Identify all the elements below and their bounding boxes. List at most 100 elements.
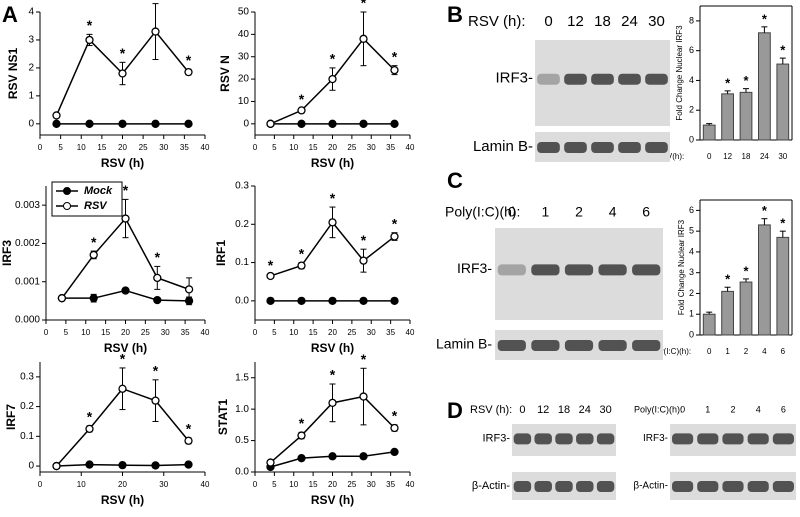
- significance: *: [392, 408, 398, 424]
- significance: *: [762, 203, 768, 218]
- x-tick-label: 25: [139, 143, 148, 152]
- blot-band: [564, 142, 587, 153]
- y-axis-label: Fold Change Nuclear IRF3: [677, 219, 686, 315]
- marker: [297, 296, 306, 306]
- bar: [739, 91, 753, 141]
- marker: [184, 436, 193, 445]
- y-tick-label: 4: [689, 246, 694, 256]
- y-tick-label: 0.0: [235, 467, 249, 478]
- y-tick-label: 40: [238, 29, 250, 40]
- lane-label: 0: [680, 404, 685, 414]
- significance: *: [725, 272, 731, 287]
- marker: [390, 447, 399, 457]
- x-tick-label: 1: [725, 347, 730, 356]
- x-tick-label: 40: [201, 143, 210, 152]
- x-tick-label: 25: [347, 480, 356, 489]
- marker: [85, 460, 94, 469]
- marker: [121, 286, 130, 295]
- y-tick-label: 0: [243, 118, 249, 129]
- x-tick-label: 35: [386, 480, 395, 489]
- y-tick-label: 3: [28, 35, 34, 46]
- blot-row-label: IRF3-: [496, 70, 534, 87]
- marker: [297, 119, 306, 128]
- blot-band: [598, 264, 627, 276]
- marker: [266, 458, 275, 467]
- x-axis-label: poly(I:C)(h):: [649, 347, 691, 356]
- x-tick-label: 5: [272, 143, 277, 152]
- error-bar: [761, 26, 768, 33]
- blot-band: [645, 73, 668, 85]
- significance: *: [743, 73, 749, 88]
- x-tick-label: 24: [760, 152, 769, 161]
- blot-band: [618, 73, 641, 85]
- blot-row-label: IRF3-: [457, 260, 492, 276]
- x-tick-label: 10: [77, 143, 86, 152]
- y-tick-label: 3: [689, 267, 694, 277]
- x-tick-label: 0: [253, 480, 258, 489]
- x-tick-label: 0: [38, 480, 43, 489]
- blot-row-label: Lamin B-: [436, 336, 492, 352]
- marker: [266, 296, 275, 306]
- error-bar: [724, 286, 731, 292]
- x-tick-label: 15: [309, 480, 318, 489]
- marker: [297, 454, 306, 463]
- x-tick-label: 25: [347, 143, 356, 152]
- x-tick-label: 5: [272, 480, 277, 489]
- lane-label: 24: [621, 13, 638, 30]
- marker: [328, 218, 337, 227]
- y-tick-label: 0.002: [15, 238, 40, 249]
- legend-box: [51, 181, 123, 217]
- panel-label: C: [447, 168, 463, 193]
- x-axis-label: RSV (h): [311, 493, 354, 507]
- y-tick-label: 2: [689, 288, 694, 298]
- blot-band: [596, 433, 615, 445]
- significance: *: [153, 363, 159, 379]
- lane-label: 6: [781, 404, 786, 414]
- x-tick-label: 35: [180, 143, 189, 152]
- x-tick-label: 0: [707, 347, 712, 356]
- y-tick-label: 1: [28, 91, 34, 102]
- significance: *: [186, 52, 192, 68]
- marker: [359, 452, 368, 461]
- lane-label: 4: [609, 204, 617, 220]
- blot-band: [591, 73, 614, 85]
- x-tick-label: 35: [386, 328, 395, 337]
- y-tick-label: 0.1: [235, 257, 249, 268]
- blot-row-label: IRF3-: [483, 432, 511, 444]
- significance: *: [361, 232, 367, 248]
- blot-band: [722, 433, 744, 445]
- x-tick-label: 6: [781, 347, 786, 356]
- blot-band: [722, 481, 744, 492]
- x-tick-label: 5: [64, 328, 69, 337]
- x-tick-label: 30: [367, 143, 376, 152]
- legend-label: Mock: [84, 185, 113, 197]
- marker: [390, 65, 399, 75]
- y-tick-label: 6: [689, 205, 694, 215]
- y-axis-label: IRF7: [4, 404, 18, 430]
- y-axis-label: IRF3: [0, 240, 14, 266]
- lane-label: 18: [558, 404, 570, 416]
- y-tick-label: 0.000: [15, 315, 40, 326]
- marker: [118, 119, 127, 128]
- x-tick-label: 35: [181, 328, 190, 337]
- x-tick-label: 40: [406, 328, 415, 337]
- blot-band: [576, 481, 594, 492]
- x-tick-label: 20: [328, 328, 337, 337]
- significance: *: [330, 190, 336, 206]
- bar: [702, 124, 716, 141]
- bar: [721, 93, 734, 141]
- bar: [721, 290, 734, 336]
- blot-band: [513, 481, 532, 492]
- marker: [89, 294, 98, 303]
- blot-band: [531, 264, 560, 276]
- marker: [359, 296, 368, 306]
- x-tick-label: 40: [406, 480, 415, 489]
- blot-band: [618, 142, 641, 153]
- x-tick-label: 20: [328, 143, 337, 152]
- blot-header: RSV (h):: [470, 404, 512, 416]
- y-tick-label: 0.0: [235, 295, 249, 306]
- significance: *: [299, 415, 305, 431]
- blot-band: [772, 481, 794, 492]
- x-axis-label: RSV (h): [101, 493, 144, 507]
- y-tick-label: 50: [238, 7, 250, 18]
